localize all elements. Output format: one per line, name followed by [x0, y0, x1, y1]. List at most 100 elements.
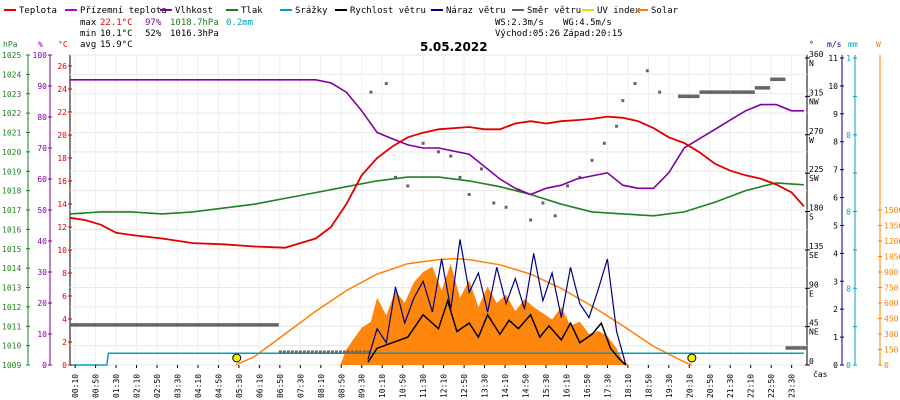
unit-degc: °C — [58, 40, 68, 49]
unit-ms: m/s — [827, 40, 842, 49]
wind-direction-point — [615, 124, 619, 128]
ms-tick-label: 4 — [833, 249, 838, 258]
wind-direction-point — [590, 158, 594, 162]
ms-tick-label: 2 — [833, 305, 838, 314]
degc-tick-label: 24 — [57, 85, 67, 94]
unit-deg: ° — [809, 40, 814, 49]
rain-line — [70, 352, 804, 366]
ms-tick-label: 1 — [833, 333, 838, 342]
pct-tick-label: 20 — [37, 299, 47, 308]
mm-tick-label: 0 — [846, 284, 851, 293]
stat-max-hum: 97% — [145, 18, 162, 28]
date-title: 5.05.2022 — [420, 40, 488, 54]
wind-direction-point — [479, 167, 483, 171]
w-tick-label: 300 — [884, 330, 899, 339]
sunrise-text: Východ:05:26 — [495, 29, 560, 39]
pct-tick-label: 90 — [37, 82, 47, 91]
time-tick-label: 10:50 — [399, 374, 408, 398]
plot-area — [69, 54, 808, 366]
series-layer — [69, 69, 807, 366]
pct-tick-label: 80 — [37, 113, 47, 122]
stat-max-temp: 22.1°C — [100, 18, 133, 28]
time-tick-label: 14:50 — [522, 374, 531, 398]
hpa-tick-label: 1013 — [2, 284, 21, 293]
time-tick-label: 16:10 — [562, 374, 571, 398]
sunset-marker — [687, 353, 697, 363]
winddir-compass-label: S — [809, 213, 814, 222]
time-tick-label: 00:50 — [92, 374, 101, 398]
time-tick-label: 08:50 — [337, 374, 346, 398]
time-tick-label: 14:10 — [501, 374, 510, 398]
ms-tick-label: 6 — [833, 194, 838, 203]
degc-tick-label: 26 — [57, 62, 67, 71]
w-tick-label: 1200 — [884, 237, 900, 246]
time-tick-label: 03:30 — [173, 374, 182, 398]
mm-tick-label: 0 — [846, 361, 851, 370]
wind-direction-point — [449, 154, 453, 158]
time-tick-label: 06:50 — [276, 374, 285, 398]
degc-tick-label: 8 — [62, 269, 67, 278]
wind-direction-point — [529, 218, 533, 222]
degc-tick-label: 20 — [57, 131, 67, 140]
time-tick-label: 15:30 — [542, 374, 551, 398]
wind-ws: WS:2.3m/s — [495, 18, 544, 28]
hpa-tick-label: 1009 — [2, 361, 21, 370]
sunset-text: Západ:20:15 — [563, 29, 623, 39]
time-tick-label: 17:30 — [603, 374, 612, 398]
legend-label: Rychlost větru — [350, 6, 426, 16]
stat-min-temp: 10.1°C — [100, 29, 133, 39]
pressure-line — [69, 176, 804, 217]
hpa-tick-label: 1025 — [2, 51, 21, 60]
degc-tick-label: 10 — [57, 246, 67, 255]
stat-avg-temp: 15.9°C — [100, 40, 133, 50]
winddir-tick-label: 90 — [809, 280, 819, 289]
w-tick-label: 1350 — [884, 222, 900, 231]
wind-direction-point — [421, 141, 425, 145]
solar-measured-area — [340, 263, 629, 365]
hpa-tick-label: 1019 — [2, 167, 21, 176]
hpa-tick-label: 1017 — [2, 206, 21, 215]
winddir-compass-label: W — [809, 136, 814, 145]
pct-tick-label: 100 — [33, 51, 48, 60]
winddir-tick-label: 180 — [809, 204, 824, 213]
time-tick-label: 11:30 — [419, 374, 428, 398]
hpa-tick-label: 1021 — [2, 129, 21, 138]
wind-direction-point — [394, 175, 398, 179]
stat-min-label: min — [80, 29, 96, 39]
winddir-tick-label: 225 — [809, 165, 824, 174]
unit-w: W — [876, 40, 881, 49]
time-tick-label: 02:50 — [153, 374, 162, 398]
time-tick-label: 19:30 — [665, 374, 674, 398]
hpa-tick-label: 1022 — [2, 109, 21, 118]
hpa-tick-label: 1016 — [2, 225, 21, 234]
time-tick-label: 00:10 — [71, 374, 80, 398]
hpa-tick-label: 1014 — [2, 264, 21, 273]
time-tick-label: 21:30 — [726, 374, 735, 398]
wind-wg: WG:4.5m/s — [563, 18, 612, 28]
time-tick-label: 20:10 — [685, 374, 694, 398]
legend-label: Přízemní teplota — [80, 6, 167, 16]
winddir-tick-label: 360 — [809, 50, 824, 59]
time-tick-label: 10:10 — [378, 374, 387, 398]
stat-max-press: 1018.7hPa — [170, 18, 219, 28]
wind-direction-point — [565, 184, 569, 188]
time-tick-label: 07:30 — [296, 374, 305, 398]
mm-tick-label: 0 — [846, 131, 851, 140]
degc-tick-label: 18 — [57, 154, 67, 163]
legend-label: Srážky — [295, 6, 328, 16]
axes-layer: 1009101010111012101310141015101610171018… — [2, 50, 900, 398]
wind-direction-point — [406, 184, 410, 188]
wind-info: WS:2.3m/s WG:4.5m/s Východ:05:26 Západ:2… — [495, 18, 623, 39]
pct-tick-label: 30 — [37, 268, 47, 277]
wind-direction-point — [437, 150, 440, 154]
stat-min-press: 1016.3hPa — [170, 29, 219, 39]
degc-tick-label: 14 — [57, 200, 67, 209]
w-tick-label: 750 — [884, 284, 899, 293]
winddir-compass-label: NE — [809, 328, 819, 337]
ms-tick-label: 0 — [833, 361, 838, 370]
stat-min-hum: 52% — [145, 29, 162, 39]
wind-direction-point — [602, 141, 606, 145]
stats-block: max 22.1°C 97% 1018.7hPa 0.2mm min 10.1°… — [80, 18, 253, 50]
